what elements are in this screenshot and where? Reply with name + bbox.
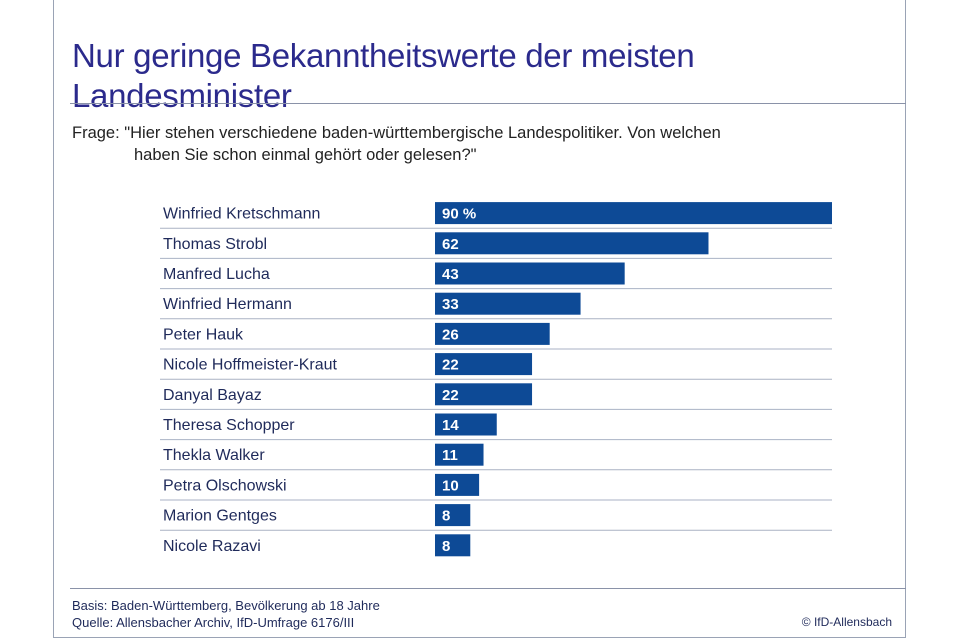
chart-frame	[53, 0, 906, 638]
bar	[435, 534, 471, 557]
bar	[435, 473, 480, 496]
title-divider	[70, 103, 906, 104]
bar-value-label: 11	[442, 447, 458, 464]
question-line-1: Frage: "Hier stehen verschiedene baden-w…	[72, 124, 721, 142]
chart-title: Nur geringe Bekanntheitswerte der meiste…	[72, 37, 695, 115]
category-label: Nicole Razavi	[163, 538, 261, 555]
bar-value-label: 26	[442, 326, 459, 343]
bar-rows: Winfried Kretschmann 90 % Thomas Strobl 62 M…	[160, 202, 832, 557]
category-label: Marion Gentges	[163, 508, 277, 525]
category-label: Thekla Walker	[163, 447, 265, 464]
bar-value-label: 8	[442, 508, 450, 525]
category-label: Manfred Lucha	[163, 266, 270, 283]
bar	[435, 202, 832, 225]
bar-value-label: 62	[442, 236, 459, 253]
category-label: Winfried Kretschmann	[163, 206, 320, 223]
bar	[435, 232, 709, 255]
category-label: Danyal Bayaz	[163, 387, 262, 404]
bar	[435, 413, 497, 436]
category-label: Peter Hauk	[163, 326, 244, 343]
category-label: Theresa Schopper	[163, 417, 295, 434]
bar-value-label: 14	[442, 417, 459, 434]
bar	[435, 504, 471, 527]
bar-value-label: 10	[442, 477, 459, 494]
bar-value-label: 90 %	[442, 206, 476, 223]
footer-copyright: © IfD-Allensbach	[801, 615, 892, 629]
bar-value-label: 22	[442, 357, 459, 374]
bar	[435, 383, 533, 406]
category-label: Nicole Hoffmeister-Kraut	[163, 357, 338, 374]
bar-value-label: 33	[442, 296, 459, 313]
category-label: Thomas Strobl	[163, 236, 267, 253]
bar-value-label: 22	[442, 387, 459, 404]
bar	[435, 262, 625, 285]
bar	[435, 322, 550, 345]
footer-source: Quelle: Allensbacher Archiv, IfD-Umfrage…	[72, 615, 355, 630]
category-label: Petra Olschowski	[163, 477, 287, 494]
footer-divider	[70, 588, 906, 589]
survey-question: Frage: "Hier stehen verschiedene baden-w…	[72, 122, 832, 166]
footer-basis: Basis: Baden-Württemberg, Bevölkerung ab…	[72, 598, 380, 613]
bar	[435, 443, 484, 466]
category-label: Winfried Hermann	[163, 296, 292, 313]
bar-value-label: 43	[442, 266, 459, 283]
question-line-2: haben Sie schon einmal gehört oder geles…	[134, 146, 477, 164]
bar	[435, 353, 533, 376]
bar-value-label: 8	[442, 538, 450, 555]
bar	[435, 292, 581, 315]
